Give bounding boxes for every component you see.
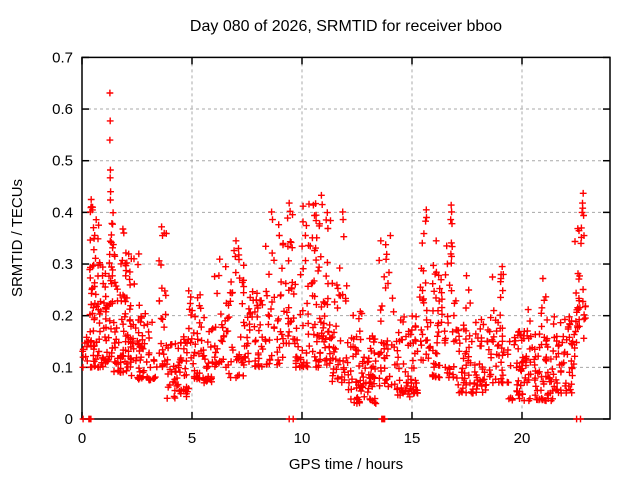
x-tick-labels: 0 5 10 15 20 [78,430,531,447]
svg-text:20: 20 [514,430,531,447]
chart-title: Day 080 of 2026, SRMTID for receiver bbo… [190,18,502,35]
svg-text:0.2: 0.2 [52,308,73,325]
plot-border [81,56,611,420]
svg-text:0.1: 0.1 [52,359,73,376]
svg-text:0.6: 0.6 [52,101,73,118]
svg-text:0.5: 0.5 [52,153,73,170]
svg-text:0.3: 0.3 [52,256,73,273]
y-tick-labels: 0 0.1 0.2 0.3 0.4 0.5 0.6 0.7 [52,49,73,428]
svg-text:0.4: 0.4 [52,204,73,221]
y-axis-label: SRMTID / TECUs [9,179,26,297]
data-points [79,89,589,423]
svg-text:10: 10 [294,430,311,447]
axis-ticks [81,56,610,420]
svg-text:0: 0 [78,430,86,447]
svg-text:15: 15 [404,430,421,447]
svg-text:5: 5 [188,430,196,447]
svg-text:0.7: 0.7 [52,49,73,66]
x-axis-label: GPS time / hours [289,456,403,473]
svg-text:0: 0 [65,411,73,428]
